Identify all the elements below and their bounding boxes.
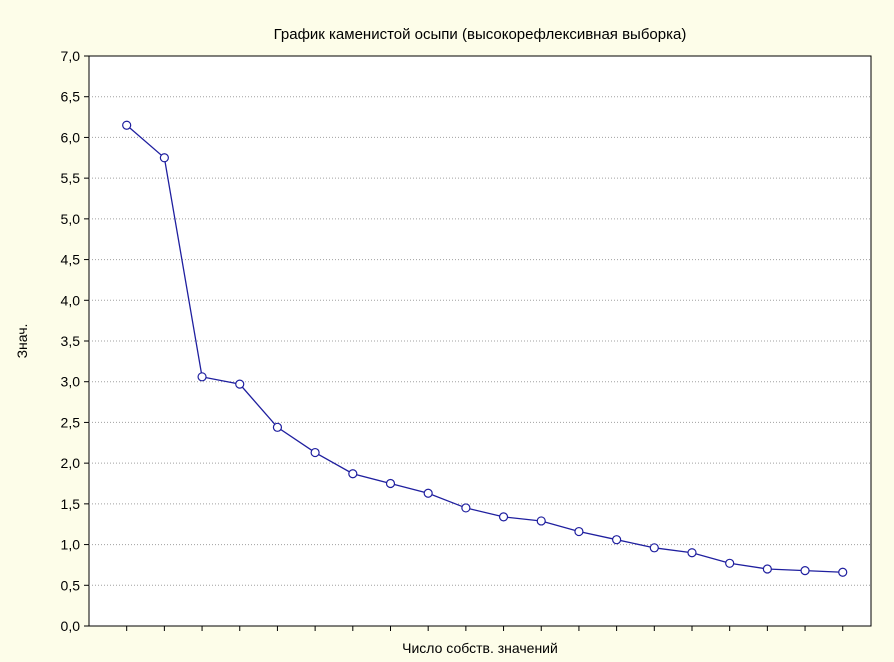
data-point: [800, 566, 810, 576]
y-tick-label: 4,5: [61, 252, 81, 268]
y-tick-label: 4,0: [61, 292, 81, 308]
data-point: [536, 516, 546, 526]
series-line: [126, 124, 843, 573]
data-point: [687, 548, 697, 558]
y-axis-label: Знач.: [14, 324, 30, 359]
chart-title: График каменистой осыпи (высокорефлексив…: [274, 26, 687, 43]
y-axis-tick-labels: 0,0 0,5 1,0 1,5 2,0 2,5 3,0 3,5 4,0 4,5 5,0 5,5 6,0 6…: [61, 48, 81, 634]
y-tick-label: 7,0: [61, 48, 81, 64]
data-point: [159, 153, 169, 163]
data-point: [272, 422, 283, 432]
data-point: [385, 478, 396, 489]
y-tick-label: 1,0: [61, 537, 81, 553]
data-point: [612, 535, 622, 545]
data-point: [838, 567, 848, 577]
data-point: [122, 120, 132, 130]
y-tick-label: 3,5: [61, 333, 81, 349]
data-point: [310, 447, 320, 458]
y-tick-label: 0,5: [61, 577, 81, 593]
y-tick-label: 1,5: [61, 496, 81, 512]
data-point: [725, 558, 735, 568]
y-tick-label: 0,0: [61, 618, 81, 634]
x-axis-ticks: [126, 626, 844, 631]
data-point: [574, 526, 584, 537]
data-point: [461, 503, 471, 513]
y-tick-label: 6,0: [61, 129, 81, 145]
data-point: [197, 372, 207, 382]
y-axis-ticks: [84, 55, 89, 627]
x-axis-label: Число собств. значений: [402, 640, 558, 656]
grid-lines: [89, 96, 871, 586]
y-tick-label: 5,5: [61, 170, 81, 186]
y-tick-label: 5,0: [61, 211, 81, 227]
data-point: [235, 379, 245, 389]
y-tick-label: 2,5: [61, 414, 81, 430]
data-point: [498, 512, 509, 522]
y-tick-label: 3,0: [61, 374, 81, 390]
data-points: [122, 120, 848, 577]
data-point: [423, 488, 433, 498]
data-point: [348, 469, 358, 479]
data-point: [649, 543, 659, 553]
y-tick-label: 6,5: [61, 89, 81, 105]
data-point: [762, 564, 772, 574]
y-tick-label: 2,0: [61, 455, 81, 471]
